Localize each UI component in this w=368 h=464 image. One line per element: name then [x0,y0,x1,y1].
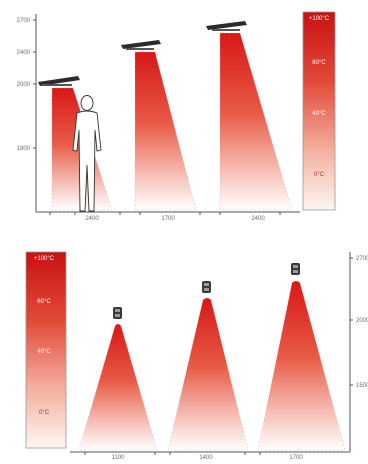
top-y-tick-label: 2400 [17,50,31,56]
legend-label-upper: 60°C [37,299,51,305]
top-y-tick-label: 2700 [17,18,31,24]
infrared-heater-icon [121,40,161,50]
heat-cone-short [78,323,158,451]
legend-label-upper: 60°C [312,60,326,66]
heat-cone-tall [257,280,346,451]
person-silhouette-icon [72,95,102,212]
legend-label-bottom: 0°C [314,172,325,178]
bottom-x-tick-label: 1700 [289,455,303,459]
legend-label-bottom: 0°C [39,410,50,416]
top-y-tick-label: 1800 [17,146,31,152]
legend-label-middle: 40°C [37,349,51,355]
legend-label-top: +100°C [309,16,330,22]
infrared-lamp-icon [291,263,300,275]
infrared-heater-icon [206,21,247,31]
top-x-ticks: 2400 1700 2400 [49,212,281,222]
heat-beam-mid [134,51,197,211]
legend-label-top: +100°C [34,256,55,262]
top-y-ticks: 2700 2400 2000 1800 [17,18,36,152]
top-x-tick-label: 1700 [161,216,175,222]
bottom-x-tick-label: 1400 [199,455,213,459]
top-y-tick-label: 2000 [17,82,31,88]
bottom-panel: +100°C 60°C 40°C 0°C 2700 2000 1500 1100… [25,251,368,461]
bottom-y-tick-label: 2000 [356,318,368,324]
bottom-y-tick-label: 2700 [356,256,368,262]
bottom-x-ticks: 1100 1400 1700 [84,452,303,461]
legend-label-middle: 40°C [312,111,326,117]
bottom-y-ticks: 2700 2000 1500 [350,256,368,389]
heat-cone-mid [167,297,249,451]
infrared-heater-icon [38,76,80,86]
bottom-y-tick-label: 1500 [356,383,368,389]
bottom-temperature-legend: +100°C 60°C 40°C 0°C [25,251,67,449]
top-panel: 2700 2400 2000 1800 2400 1700 2400 [17,11,336,222]
infrared-lamp-icon [202,281,211,293]
bottom-x-tick-label: 1100 [112,455,126,459]
infrared-lamp-icon [113,307,122,319]
heat-beam-tall [219,32,293,211]
top-x-tick-label: 2400 [251,216,265,222]
top-temperature-legend: +100°C 60°C 40°C 0°C [302,11,336,211]
top-x-tick-label: 2400 [85,216,99,222]
